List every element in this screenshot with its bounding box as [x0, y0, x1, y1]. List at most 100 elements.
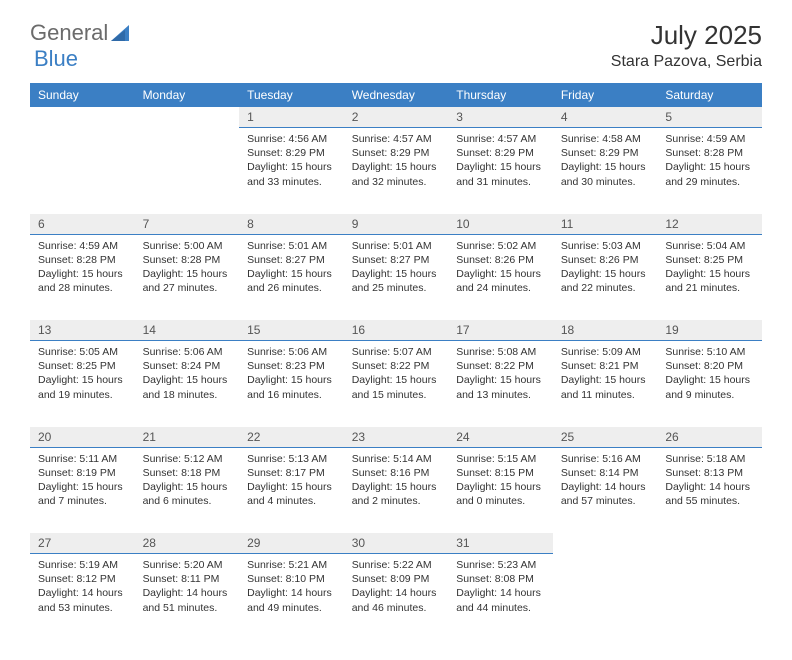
sunset-line: Sunset: 8:17 PM	[247, 466, 336, 480]
sunset-line: Sunset: 8:09 PM	[352, 572, 441, 586]
day-number-cell: 2	[344, 107, 449, 128]
day-content-cell: Sunrise: 5:08 AMSunset: 8:22 PMDaylight:…	[448, 341, 553, 427]
day-content-cell: Sunrise: 5:10 AMSunset: 8:20 PMDaylight:…	[657, 341, 762, 427]
daylight-line: Daylight: 15 hours and 0 minutes.	[456, 480, 545, 508]
daylight-line: Daylight: 15 hours and 15 minutes.	[352, 373, 441, 401]
sunrise-line: Sunrise: 5:04 AM	[665, 239, 754, 253]
daylight-line: Daylight: 15 hours and 19 minutes.	[38, 373, 127, 401]
sunrise-line: Sunrise: 5:09 AM	[561, 345, 650, 359]
daylight-line: Daylight: 15 hours and 2 minutes.	[352, 480, 441, 508]
weekday-header: Monday	[135, 83, 240, 107]
location-label: Stara Pazova, Serbia	[611, 53, 762, 71]
day-content-cell	[135, 128, 240, 214]
day-number-cell: 24	[448, 427, 553, 448]
day-content-cell: Sunrise: 5:21 AMSunset: 8:10 PMDaylight:…	[239, 554, 344, 640]
sunrise-line: Sunrise: 5:03 AM	[561, 239, 650, 253]
day-content-cell: Sunrise: 4:57 AMSunset: 8:29 PMDaylight:…	[344, 128, 449, 214]
sunrise-line: Sunrise: 5:16 AM	[561, 452, 650, 466]
daylight-line: Daylight: 14 hours and 55 minutes.	[665, 480, 754, 508]
day-number-cell: 11	[553, 214, 658, 235]
daylight-line: Daylight: 15 hours and 29 minutes.	[665, 160, 754, 188]
day-number-cell: 20	[30, 427, 135, 448]
sunset-line: Sunset: 8:16 PM	[352, 466, 441, 480]
day-number-cell: 8	[239, 214, 344, 235]
sunrise-line: Sunrise: 5:11 AM	[38, 452, 127, 466]
day-content-cell: Sunrise: 5:23 AMSunset: 8:08 PMDaylight:…	[448, 554, 553, 640]
sunrise-line: Sunrise: 5:18 AM	[665, 452, 754, 466]
daylight-line: Daylight: 15 hours and 22 minutes.	[561, 267, 650, 295]
day-content-cell: Sunrise: 5:01 AMSunset: 8:27 PMDaylight:…	[344, 234, 449, 320]
sunset-line: Sunset: 8:22 PM	[352, 359, 441, 373]
sunset-line: Sunset: 8:26 PM	[561, 253, 650, 267]
sunrise-line: Sunrise: 4:58 AM	[561, 132, 650, 146]
brand-blue-wrap: Blue	[34, 46, 78, 72]
day-number-cell: 15	[239, 320, 344, 341]
daylight-line: Daylight: 14 hours and 57 minutes.	[561, 480, 650, 508]
sunset-line: Sunset: 8:25 PM	[665, 253, 754, 267]
daylight-line: Daylight: 15 hours and 31 minutes.	[456, 160, 545, 188]
sunrise-line: Sunrise: 5:10 AM	[665, 345, 754, 359]
day-content-cell: Sunrise: 4:59 AMSunset: 8:28 PMDaylight:…	[30, 234, 135, 320]
sunset-line: Sunset: 8:21 PM	[561, 359, 650, 373]
day-content-cell: Sunrise: 5:06 AMSunset: 8:24 PMDaylight:…	[135, 341, 240, 427]
day-number-row: 2728293031	[30, 533, 762, 554]
sunset-line: Sunset: 8:24 PM	[143, 359, 232, 373]
daylight-line: Daylight: 15 hours and 7 minutes.	[38, 480, 127, 508]
sunset-line: Sunset: 8:28 PM	[665, 146, 754, 160]
sunset-line: Sunset: 8:10 PM	[247, 572, 336, 586]
sunrise-line: Sunrise: 4:59 AM	[665, 132, 754, 146]
daylight-line: Daylight: 14 hours and 53 minutes.	[38, 586, 127, 614]
daylight-line: Daylight: 15 hours and 9 minutes.	[665, 373, 754, 401]
day-number-cell: 22	[239, 427, 344, 448]
brand-logo: General	[30, 20, 135, 46]
day-content-row: Sunrise: 4:56 AMSunset: 8:29 PMDaylight:…	[30, 128, 762, 214]
daylight-line: Daylight: 15 hours and 13 minutes.	[456, 373, 545, 401]
calendar-body: 12345Sunrise: 4:56 AMSunset: 8:29 PMDayl…	[30, 107, 762, 640]
day-content-cell: Sunrise: 5:11 AMSunset: 8:19 PMDaylight:…	[30, 447, 135, 533]
day-number-cell: 12	[657, 214, 762, 235]
day-number-cell: 18	[553, 320, 658, 341]
weekday-header: Sunday	[30, 83, 135, 107]
daylight-line: Daylight: 15 hours and 30 minutes.	[561, 160, 650, 188]
sunset-line: Sunset: 8:22 PM	[456, 359, 545, 373]
day-number-row: 12345	[30, 107, 762, 128]
day-number-cell: 16	[344, 320, 449, 341]
daylight-line: Daylight: 15 hours and 33 minutes.	[247, 160, 336, 188]
day-number-row: 6789101112	[30, 214, 762, 235]
day-number-cell: 27	[30, 533, 135, 554]
day-content-cell: Sunrise: 5:15 AMSunset: 8:15 PMDaylight:…	[448, 447, 553, 533]
sunrise-line: Sunrise: 5:07 AM	[352, 345, 441, 359]
daylight-line: Daylight: 15 hours and 11 minutes.	[561, 373, 650, 401]
day-number-cell: 28	[135, 533, 240, 554]
day-content-row: Sunrise: 5:11 AMSunset: 8:19 PMDaylight:…	[30, 447, 762, 533]
day-number-cell: 14	[135, 320, 240, 341]
month-title: July 2025	[611, 20, 762, 51]
sunset-line: Sunset: 8:27 PM	[247, 253, 336, 267]
sunset-line: Sunset: 8:12 PM	[38, 572, 127, 586]
daylight-line: Daylight: 15 hours and 4 minutes.	[247, 480, 336, 508]
day-number-cell: 10	[448, 214, 553, 235]
daylight-line: Daylight: 15 hours and 21 minutes.	[665, 267, 754, 295]
day-number-cell: 9	[344, 214, 449, 235]
sunset-line: Sunset: 8:19 PM	[38, 466, 127, 480]
weekday-header: Saturday	[657, 83, 762, 107]
daylight-line: Daylight: 14 hours and 49 minutes.	[247, 586, 336, 614]
day-number-cell: 26	[657, 427, 762, 448]
day-content-cell: Sunrise: 5:05 AMSunset: 8:25 PMDaylight:…	[30, 341, 135, 427]
daylight-line: Daylight: 14 hours and 44 minutes.	[456, 586, 545, 614]
sunrise-line: Sunrise: 5:08 AM	[456, 345, 545, 359]
weekday-header: Tuesday	[239, 83, 344, 107]
day-number-cell: 5	[657, 107, 762, 128]
day-number-cell: 7	[135, 214, 240, 235]
daylight-line: Daylight: 15 hours and 32 minutes.	[352, 160, 441, 188]
sunrise-line: Sunrise: 5:19 AM	[38, 558, 127, 572]
sunrise-line: Sunrise: 4:56 AM	[247, 132, 336, 146]
sunrise-line: Sunrise: 5:20 AM	[143, 558, 232, 572]
day-number-cell	[135, 107, 240, 128]
brand-blue: Blue	[34, 46, 78, 71]
day-number-cell	[657, 533, 762, 554]
day-content-cell: Sunrise: 5:03 AMSunset: 8:26 PMDaylight:…	[553, 234, 658, 320]
day-content-cell: Sunrise: 5:13 AMSunset: 8:17 PMDaylight:…	[239, 447, 344, 533]
day-content-cell: Sunrise: 5:12 AMSunset: 8:18 PMDaylight:…	[135, 447, 240, 533]
sunrise-line: Sunrise: 5:21 AM	[247, 558, 336, 572]
